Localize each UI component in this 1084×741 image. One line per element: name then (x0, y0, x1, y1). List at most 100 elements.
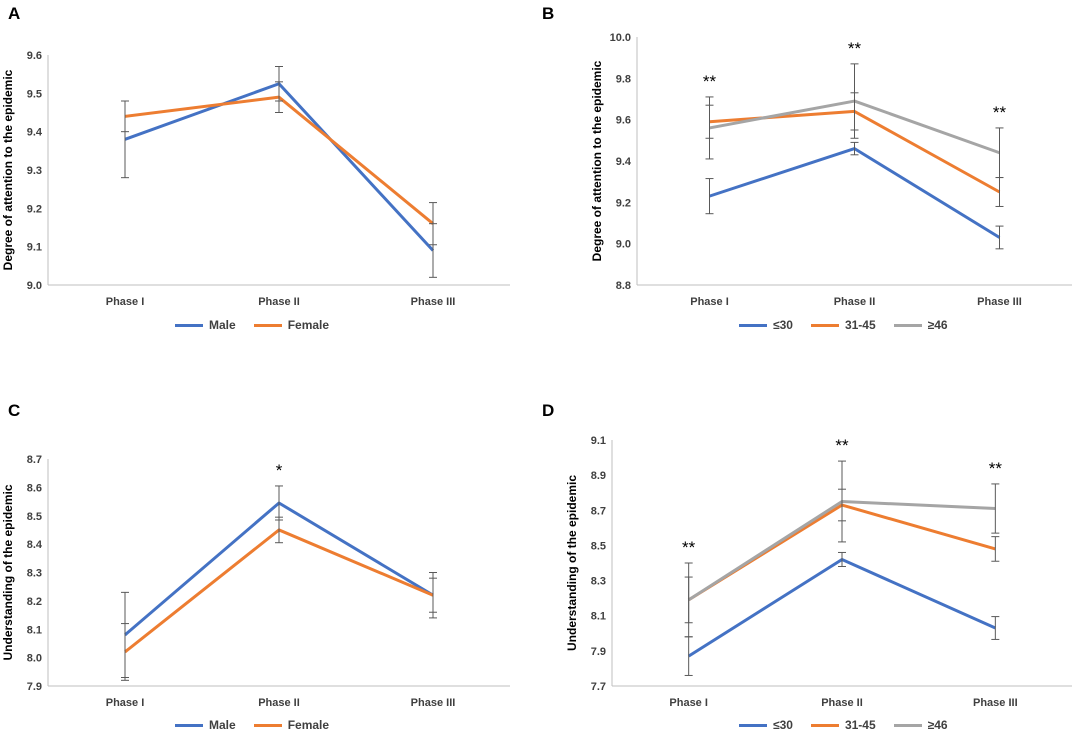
x-tick-label: Phase III (411, 697, 456, 709)
x-tick-label: Phase III (977, 296, 1022, 308)
legend-item: ≥46 (893, 718, 948, 732)
error-bar (850, 63, 859, 139)
y-tick-label: 7.9 (591, 646, 606, 658)
legend-item: Female (253, 318, 330, 332)
y-tick-label: 9.0 (616, 239, 631, 251)
y-tick-label: 9.6 (616, 115, 631, 127)
legend-item: Female (253, 718, 330, 732)
legend-label: Male (209, 318, 236, 332)
y-axis-title: Degree of attention to the epidemic (590, 60, 604, 261)
error-bar (684, 562, 693, 638)
significance-label: ** (848, 39, 862, 58)
legend-label: Male (209, 718, 236, 732)
legend-label: ≥46 (927, 318, 948, 332)
significance-label: ** (993, 103, 1007, 122)
series-line (687, 557, 996, 658)
error-bar (275, 516, 283, 544)
chart-legend: ≤30 31-45 ≥46 (739, 318, 948, 332)
y-tick-label: 8.7 (591, 505, 606, 517)
error-bar (429, 202, 437, 246)
x-tick-label: Phase I (106, 697, 145, 709)
y-tick-label: 8.3 (27, 568, 42, 580)
y-tick-label: 7.7 (591, 681, 606, 693)
error-bar (991, 616, 1000, 640)
panel-b: B 8.8 9.0 9.2 9.4 9.6 9.8 10.0 Phase I Phase II P… (542, 0, 1084, 370)
panel-a: A 9.0 9.1 9.2 9.3 9.4 9.5 9.6 Phase I Phase II Ph… (0, 0, 542, 370)
y-tick-label: 8.1 (591, 611, 606, 623)
y-tick-label: 9.4 (616, 156, 632, 168)
error-bar (838, 460, 846, 543)
legend-item: ≤30 (739, 718, 793, 732)
x-tick-label: Phase II (821, 697, 863, 709)
y-tick-label: 8.7 (27, 454, 42, 466)
legend-swatch (175, 323, 203, 327)
legend-swatch (810, 723, 839, 727)
error-bar (121, 623, 129, 681)
line-chart: 7.9 8.0 8.1 8.2 8.3 8.4 8.5 8.6 8.7 Phase I Phase … (1, 454, 510, 709)
legend-swatch (253, 723, 282, 727)
legend-swatch (893, 323, 922, 327)
panel-letter: A (8, 4, 21, 23)
y-tick-label: 7.9 (27, 681, 42, 693)
line-chart: 7.7 7.9 8.1 8.3 8.5 8.7 8.9 9.1 Phase I Phase II P… (565, 435, 1072, 709)
panel-letter: B (542, 4, 555, 23)
y-tick-label: 9.2 (27, 203, 42, 215)
significance-label: ** (703, 72, 717, 91)
legend-label: Female (287, 318, 330, 332)
error-bar (995, 225, 1004, 250)
legend-swatch (739, 323, 767, 327)
x-tick-label: Phase II (258, 697, 300, 709)
y-tick-label: 10.0 (610, 32, 631, 44)
panel-letter: C (8, 401, 21, 420)
y-tick-label: 9.5 (27, 88, 42, 100)
panel-c: C 7.9 8.0 8.1 8.2 8.3 8.4 8.5 8.6 8.7 Phase I Phas… (0, 370, 542, 741)
y-axis-title: Degree of attention to the epidemic (1, 69, 15, 270)
error-bar (121, 100, 129, 133)
legend-label: ≤30 (773, 318, 793, 332)
x-tick-label: Phase III (411, 296, 456, 308)
y-tick-label: 9.0 (27, 280, 42, 292)
error-bar (705, 96, 714, 160)
error-bar (429, 577, 437, 613)
error-bar (275, 81, 283, 113)
panel-letter: D (542, 401, 555, 420)
legend-swatch (739, 723, 767, 727)
legend-swatch (810, 323, 839, 327)
y-tick-label: 9.1 (591, 435, 606, 447)
legend-label: ≥46 (927, 718, 948, 732)
x-tick-label: Phase III (973, 697, 1018, 709)
y-tick-label: 9.3 (27, 165, 42, 177)
y-tick-label: 9.6 (27, 50, 42, 62)
y-tick-label: 8.6 (27, 482, 42, 494)
error-bar (705, 178, 714, 215)
x-tick-label: Phase II (834, 296, 876, 308)
line-chart: 9.0 9.1 9.2 9.3 9.4 9.5 9.6 Phase I Phase II Phas… (1, 50, 510, 308)
y-axis-title: Understanding of the epidemic (565, 475, 579, 651)
y-tick-label: 8.2 (27, 596, 42, 608)
significance-label: * (276, 461, 283, 480)
panel-d: D 7.7 7.9 8.1 8.3 8.5 8.7 8.9 9.1 Phase I Phase I… (542, 370, 1084, 741)
x-tick-label: Phase I (690, 296, 729, 308)
y-tick-label: 8.5 (591, 540, 606, 552)
legend-item: 31-45 (810, 718, 876, 732)
x-tick-label: Phase II (258, 296, 300, 308)
legend-label: ≤30 (773, 718, 793, 732)
error-bar (995, 127, 1004, 179)
y-tick-label: 8.9 (591, 470, 606, 482)
legend-item: ≤30 (739, 318, 793, 332)
series-line (124, 95, 434, 225)
y-tick-label: 8.0 (27, 653, 42, 665)
x-tick-label: Phase I (106, 296, 145, 308)
legend-item: Male (175, 318, 236, 332)
y-tick-label: 8.1 (27, 624, 42, 636)
error-bar (850, 141, 859, 156)
y-tick-label: 9.2 (616, 197, 631, 209)
series-line (709, 147, 1001, 239)
significance-label: ** (989, 459, 1003, 478)
legend-label: Female (287, 718, 330, 732)
chart-legend: Male Female (175, 318, 329, 332)
legend-swatch (253, 323, 282, 327)
legend-item: ≥46 (893, 318, 948, 332)
legend-swatch (893, 723, 922, 727)
y-tick-label: 8.4 (27, 539, 43, 551)
